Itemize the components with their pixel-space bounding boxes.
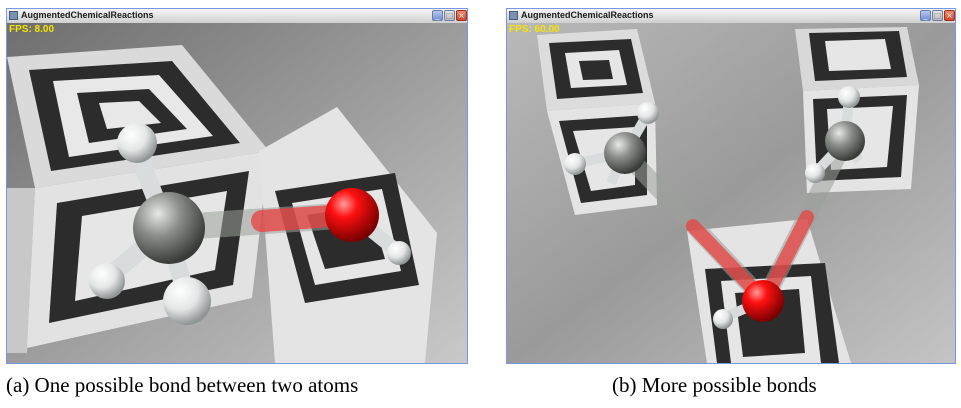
bond-possible [686, 219, 766, 302]
bond-possible [760, 210, 814, 302]
caption-b: (b) More possible bonds [612, 373, 817, 397]
minimize-button[interactable]: _ [432, 10, 443, 21]
hydrogen-atom [117, 123, 157, 163]
oxygen-atom [742, 280, 784, 322]
ar-viewport [507, 23, 955, 363]
oxygen-atom [325, 188, 379, 242]
title-bar[interactable]: AugmentedChemicalReactions _ □ × [507, 9, 955, 24]
carbon-atom [825, 121, 865, 161]
carbon-atom [604, 132, 646, 174]
hydrogen-atom [637, 102, 659, 124]
hydrogen-atom [387, 241, 411, 265]
ar-scene [7, 23, 467, 363]
fps-counter: FPS: 60.00 [509, 24, 560, 35]
window-a: AugmentedChemicalReactions _ □ × [6, 8, 468, 364]
close-button[interactable]: × [456, 10, 467, 21]
hydrogen-atom [89, 263, 125, 299]
app-icon [509, 11, 518, 20]
hydrogen-atom [713, 309, 733, 329]
hydrogen-atom [805, 163, 825, 183]
close-button[interactable]: × [944, 10, 955, 21]
ar-viewport [7, 23, 467, 363]
title-bar[interactable]: AugmentedChemicalReactions _ □ × [7, 9, 467, 24]
maximize-button[interactable]: □ [932, 10, 943, 21]
minimize-button[interactable]: _ [920, 10, 931, 21]
hydrogen-atom [838, 86, 860, 108]
window-title: AugmentedChemicalReactions [521, 10, 654, 20]
app-icon [9, 11, 18, 20]
window-title: AugmentedChemicalReactions [21, 10, 154, 20]
fps-counter: FPS: 8.00 [9, 24, 55, 35]
ar-scene [507, 23, 955, 363]
carbon-atom [133, 192, 205, 264]
hydrogen-atom [564, 153, 586, 175]
window-b: AugmentedChemicalReactions _ □ × [506, 8, 956, 364]
maximize-button[interactable]: □ [444, 10, 455, 21]
hydrogen-atom [163, 277, 211, 325]
caption-a: (a) One possible bond between two atoms [6, 373, 359, 397]
